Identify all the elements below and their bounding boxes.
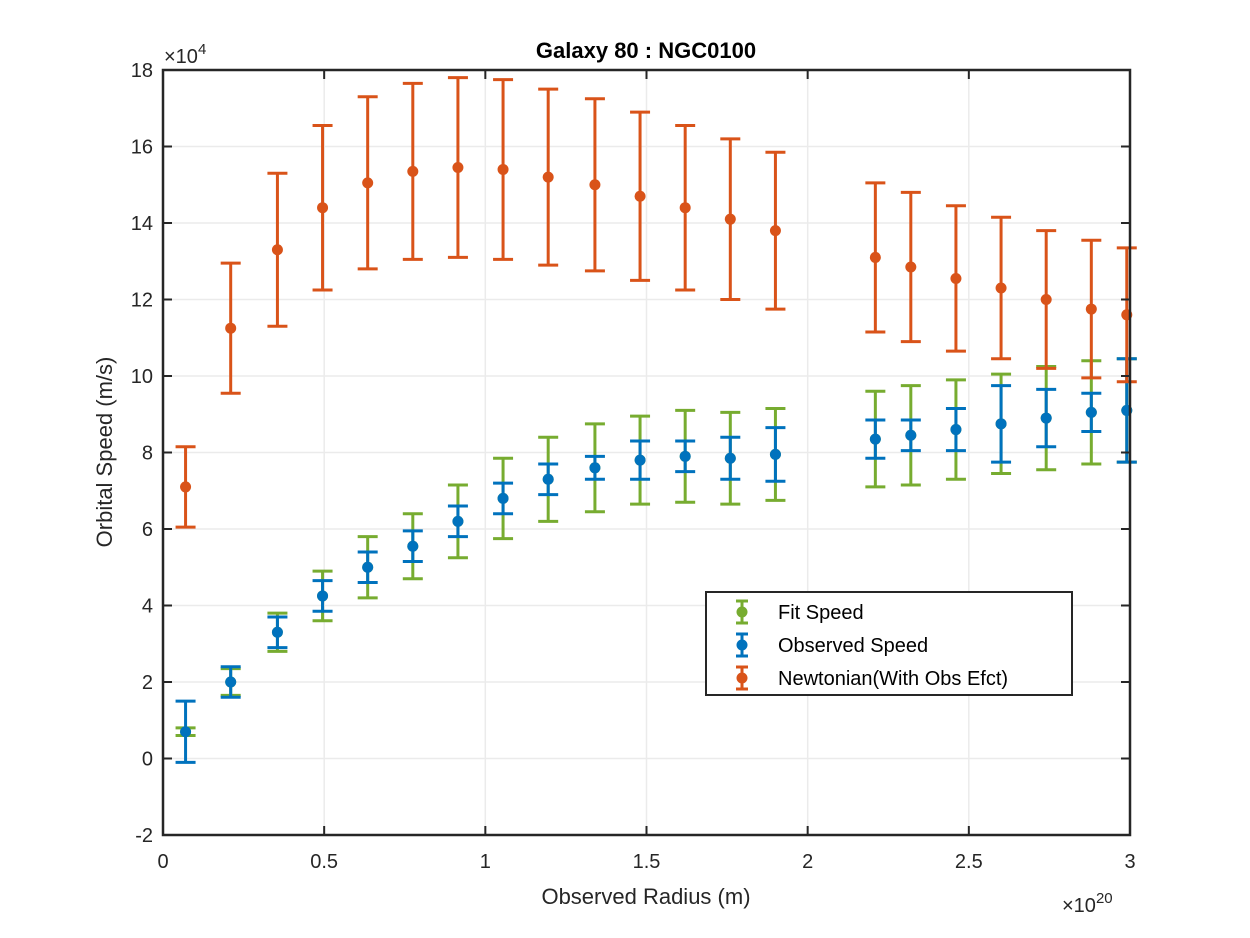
y-tick-label: 2 bbox=[142, 672, 153, 694]
y-multiplier-base: ×10 bbox=[164, 46, 198, 68]
data-point bbox=[362, 561, 374, 573]
data-point bbox=[407, 540, 419, 552]
data-point bbox=[950, 424, 962, 436]
data-point bbox=[407, 165, 419, 177]
data-point bbox=[769, 448, 781, 460]
data-point bbox=[225, 322, 237, 334]
data-point bbox=[497, 163, 509, 175]
data-point bbox=[542, 473, 554, 485]
data-point bbox=[317, 590, 329, 602]
y-tick-label: 18 bbox=[131, 60, 153, 82]
x-tick-label: 0 bbox=[157, 851, 168, 873]
legend-item: Observed Speed bbox=[736, 632, 928, 658]
y-tick-label: -2 bbox=[135, 825, 153, 847]
data-point bbox=[497, 492, 509, 504]
y-tick-label: 4 bbox=[142, 596, 153, 618]
y-multiplier-exponent: 4 bbox=[198, 41, 206, 58]
data-point bbox=[362, 177, 374, 189]
series-layer bbox=[175, 76, 1137, 764]
legend-marker bbox=[736, 639, 748, 651]
data-point bbox=[724, 213, 736, 225]
legend-entries: Fit Speed Observed Speed Newtonian(With Ob… bbox=[736, 599, 1008, 691]
legend-label: Newtonian(With Obs Efct) bbox=[778, 668, 1008, 690]
x-tick-label: 1.5 bbox=[633, 851, 661, 873]
data-point bbox=[634, 190, 646, 202]
data-point bbox=[225, 676, 237, 688]
data-point bbox=[634, 454, 646, 466]
data-point bbox=[905, 261, 917, 273]
x-multiplier-base: ×10 bbox=[1062, 895, 1096, 917]
data-point bbox=[452, 515, 464, 527]
data-point bbox=[1040, 294, 1052, 305]
y-tick-label: 6 bbox=[142, 519, 153, 541]
series-newtonian-with-obs-efct- bbox=[175, 76, 1137, 529]
data-point bbox=[869, 433, 881, 445]
legend-marker bbox=[736, 672, 748, 684]
data-point bbox=[769, 225, 781, 237]
data-point bbox=[905, 429, 917, 441]
legend-box bbox=[705, 591, 1073, 696]
data-point bbox=[950, 272, 962, 284]
chart-title: Galaxy 80 : NGC0100 bbox=[536, 38, 756, 63]
data-point bbox=[271, 626, 283, 638]
data-point bbox=[180, 726, 192, 738]
x-multiplier: ×1020 bbox=[1062, 890, 1113, 917]
data-point bbox=[1085, 406, 1097, 418]
data-point bbox=[589, 179, 601, 191]
x-tick-label: 2.5 bbox=[955, 851, 983, 873]
legend-item: Newtonian(With Obs Efct) bbox=[736, 665, 1008, 691]
data-point bbox=[542, 171, 554, 183]
series-observed-speed bbox=[175, 357, 1137, 764]
data-point bbox=[1085, 303, 1097, 315]
data-point bbox=[1040, 412, 1052, 424]
data-point bbox=[180, 481, 192, 493]
legend-label: Observed Speed bbox=[778, 635, 928, 657]
y-tick-label: 14 bbox=[131, 213, 153, 235]
y-tick-label: 12 bbox=[131, 290, 153, 312]
data-point bbox=[995, 282, 1007, 294]
data-point bbox=[317, 202, 329, 214]
legend-item: Fit Speed bbox=[736, 599, 864, 625]
x-multiplier-exponent: 20 bbox=[1096, 890, 1113, 907]
x-tick-label: 1 bbox=[480, 851, 491, 873]
legend: Fit Speed Observed Speed Newtonian(With Ob… bbox=[705, 591, 1073, 696]
x-tick-label: 0.5 bbox=[310, 851, 338, 873]
y-tick-label: 8 bbox=[142, 443, 153, 465]
legend-marker bbox=[736, 606, 748, 618]
data-point bbox=[589, 462, 601, 474]
x-tick-label: 3 bbox=[1124, 851, 1135, 873]
data-point bbox=[679, 450, 691, 462]
legend-label: Fit Speed bbox=[778, 602, 864, 624]
data-point bbox=[995, 418, 1007, 430]
x-axis-label: Observed Radius (m) bbox=[541, 884, 750, 909]
data-point bbox=[724, 452, 736, 464]
y-axis-label: Orbital Speed (m/s) bbox=[92, 357, 117, 548]
data-point bbox=[679, 202, 691, 214]
y-tick-label: 16 bbox=[131, 137, 153, 159]
data-point bbox=[271, 244, 283, 256]
data-point bbox=[452, 162, 464, 174]
y-tick-label: 10 bbox=[131, 366, 153, 388]
data-point bbox=[869, 251, 881, 263]
x-tick-label: 2 bbox=[802, 851, 813, 873]
y-multiplier: ×104 bbox=[164, 41, 206, 68]
y-tick-label: 0 bbox=[142, 749, 153, 771]
